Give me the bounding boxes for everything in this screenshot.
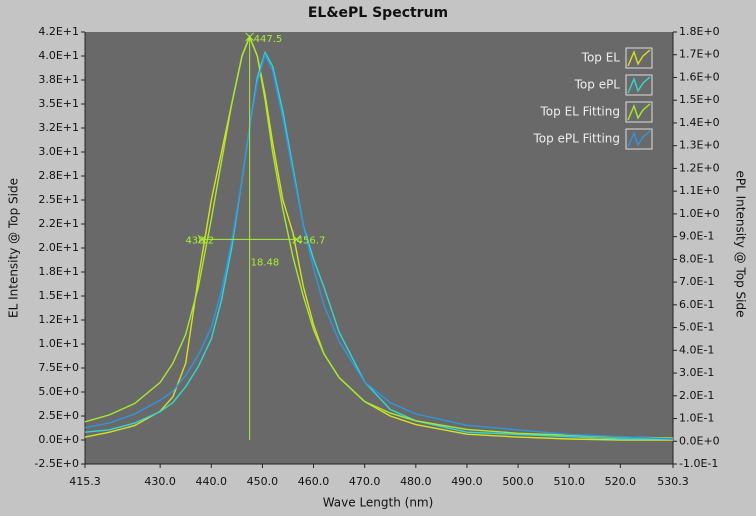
y2-tick-label: 1.3E+0: [679, 139, 720, 152]
x-tick-label: 510.0: [553, 475, 585, 488]
legend-label: Top ePL: [574, 78, 621, 92]
x-axis-label: Wave Length (nm): [323, 496, 434, 510]
y-tick-label: 0.0E+0: [38, 433, 79, 446]
legend-line: [627, 103, 651, 121]
y2-tick-label: 9.0E-1: [679, 230, 714, 243]
chart-title: EL&ePL Spectrum: [308, 5, 448, 21]
y-tick-label: 3.0E+1: [38, 145, 79, 158]
legend-label: Top EL: [581, 51, 621, 65]
fwhm-right-label: 456.7: [297, 235, 326, 246]
legend-line: [627, 130, 651, 148]
fwhm-left-label: 438.2: [185, 235, 214, 246]
series-line: [84, 50, 673, 440]
y-tick-label: 5.0E+0: [38, 385, 79, 398]
y2-tick-label: 1.0E+0: [679, 207, 720, 220]
y2-tick-label: 3.0E-1: [679, 366, 714, 379]
y-tick-label: 2.0E+1: [38, 241, 79, 254]
y2-tick-label: 4.0E-1: [679, 343, 714, 356]
legend-swatch: [625, 101, 653, 123]
y-tick-label: 1.0E+1: [38, 337, 79, 350]
legend-label: Top EL Fitting: [540, 105, 620, 119]
y2-tick-label: 1.6E+0: [679, 70, 720, 83]
x-tick-label: 440.0: [196, 475, 228, 488]
x-tick-label: 520.0: [605, 475, 637, 488]
y2-tick-label: 1.8E+0: [679, 25, 720, 38]
y2-tick-label: 1.0E-1: [679, 412, 714, 425]
y-tick-label: 1.2E+1: [38, 313, 79, 326]
y-tick-label: 4.2E+1: [38, 25, 79, 38]
y2-tick-label: 5.0E-1: [679, 321, 714, 334]
y2-axis-label: ePL Intensity @ Top Side: [734, 171, 748, 318]
series-line: [84, 34, 673, 441]
peak-label: 447.5: [254, 34, 283, 45]
x-tick-label: 470.0: [349, 475, 381, 488]
y-tick-label: 4.0E+1: [38, 49, 79, 62]
y2-tick-label: 1.5E+0: [679, 93, 720, 106]
y2-tick-label: 1.2E+0: [679, 161, 720, 174]
x-tick-label: 500.0: [502, 475, 534, 488]
x-tick-label: 450.0: [247, 475, 279, 488]
y2-tick-label: -1.0E-1: [679, 457, 718, 470]
x-tick-label: 480.0: [400, 475, 432, 488]
y-tick-label: 2.2E+1: [38, 217, 79, 230]
y-tick-label: 1.8E+1: [38, 265, 79, 278]
legend-line: [627, 49, 651, 67]
y-axis-label: EL Intensity @ Top Side: [7, 178, 21, 318]
y2-tick-label: 2.0E-1: [679, 389, 714, 402]
legend-swatch: [625, 47, 653, 69]
y-tick-label: 3.2E+1: [38, 121, 79, 134]
legend-swatch: [625, 128, 653, 150]
fwhm-width-label: 18.48: [251, 257, 280, 268]
y-tick-label: 1.5E+1: [38, 289, 79, 302]
y2-tick-label: 7.0E-1: [679, 275, 714, 288]
legend-label: Top ePL Fitting: [532, 132, 620, 146]
fwhm-marker: [197, 235, 207, 244]
y-tick-label: 3.8E+1: [38, 73, 79, 86]
y2-tick-label: 0.0E+0: [679, 434, 720, 447]
x-tick-label: 530.3: [657, 475, 689, 488]
y-tick-label: 2.5E+0: [38, 409, 79, 422]
x-tick-label: 460.0: [298, 475, 330, 488]
y2-tick-label: 1.4E+0: [679, 116, 720, 129]
x-tick-label: 430.0: [144, 475, 176, 488]
y-tick-label: 3.5E+1: [38, 97, 79, 110]
legend-line: [627, 76, 651, 94]
plot-area: [85, 32, 673, 464]
x-tick-label: 490.0: [451, 475, 483, 488]
y-tick-label: -2.5E+0: [34, 457, 79, 470]
y2-tick-label: 1.7E+0: [679, 48, 720, 61]
series-line: [84, 34, 674, 439]
y-tick-label: 2.8E+1: [38, 169, 79, 182]
series-line: [84, 52, 674, 440]
y2-tick-label: 8.0E-1: [679, 252, 714, 265]
x-tick-label: 415.3: [69, 475, 101, 488]
legend-swatch: [625, 74, 653, 96]
y2-tick-label: 6.0E-1: [679, 298, 714, 311]
peak-marker: [245, 32, 254, 42]
fwhm-marker: [292, 235, 302, 244]
y2-tick-label: 1.1E+0: [679, 184, 720, 197]
y-tick-label: 7.5E+0: [38, 361, 79, 374]
y-tick-label: 2.5E+1: [38, 193, 79, 206]
